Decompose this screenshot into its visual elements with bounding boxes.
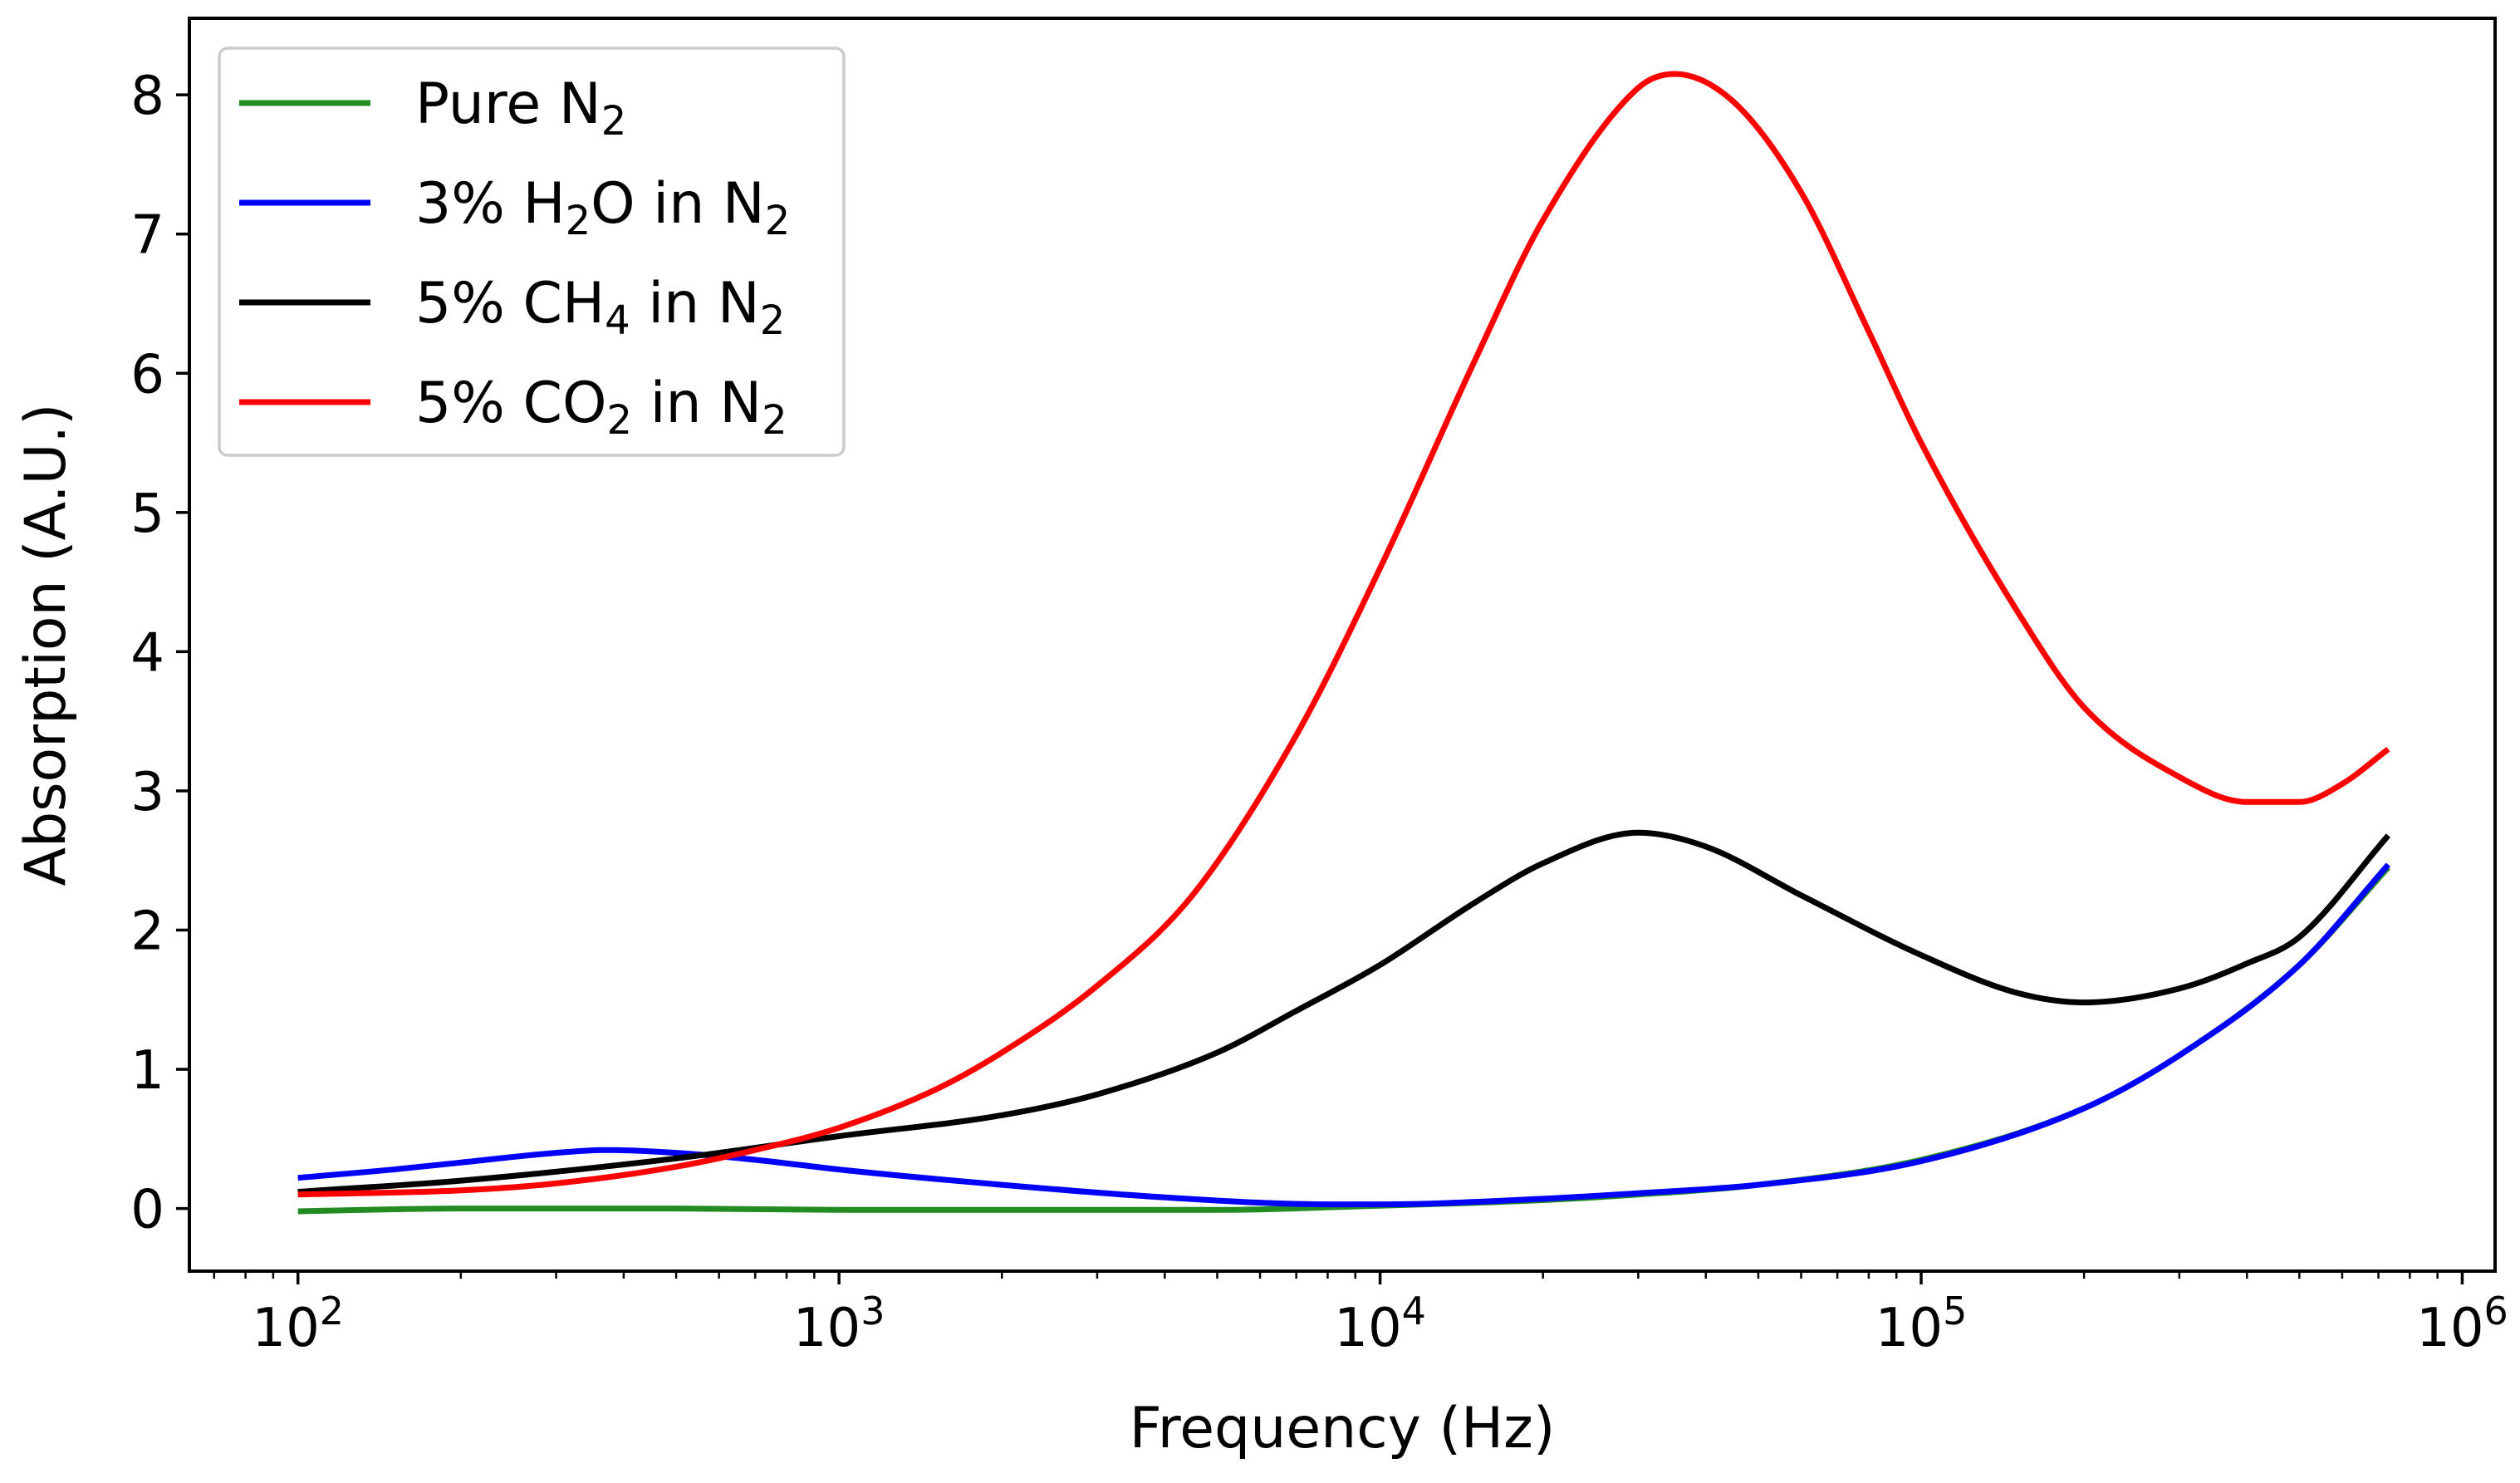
legend-label: 3% H2O in N2 (415, 171, 790, 244)
y-tick-label: 7 (130, 205, 164, 267)
x-tick-label: 106 (2416, 1289, 2508, 1359)
legend-label: 5% CH4 in N2 (415, 271, 785, 344)
y-tick-label: 6 (130, 344, 164, 405)
y-tick-label: 1 (130, 1040, 164, 1102)
series-line-3 (297, 71, 2390, 1198)
legend: Pure N2 3% H2O in N2 5% CH4 in N2 5% CO2 in… (218, 47, 846, 457)
y-tick-label: 4 (130, 622, 164, 684)
legend-label: 5% CO2 in N2 (415, 371, 787, 444)
y-tick-label: 3 (130, 762, 164, 823)
series-line-1 (297, 862, 2391, 1208)
legend-label: Pure N2 (415, 71, 626, 145)
x-tick-label: 104 (1334, 1289, 1426, 1359)
plot-frame (188, 17, 2497, 1273)
y-tick-label: 8 (130, 66, 164, 127)
x-tick-label: 105 (1875, 1289, 1968, 1359)
y-axis-label: Absorption (A.U.) (13, 403, 79, 886)
x-axis: 102 103 104 105 106 (213, 1271, 2508, 1359)
plot-area (297, 71, 2391, 1215)
y-tick-label: 5 (130, 484, 164, 545)
y-tick-label: 2 (130, 901, 164, 962)
y-axis: 0 1 2 3 4 5 6 7 8 (130, 66, 189, 1241)
x-tick-label: 102 (252, 1289, 344, 1359)
x-axis-label: Frequency (Hz) (1130, 1396, 1556, 1461)
y-tick-label: 0 (130, 1180, 164, 1241)
legend-box (218, 47, 846, 457)
x-tick-label: 103 (793, 1289, 885, 1359)
